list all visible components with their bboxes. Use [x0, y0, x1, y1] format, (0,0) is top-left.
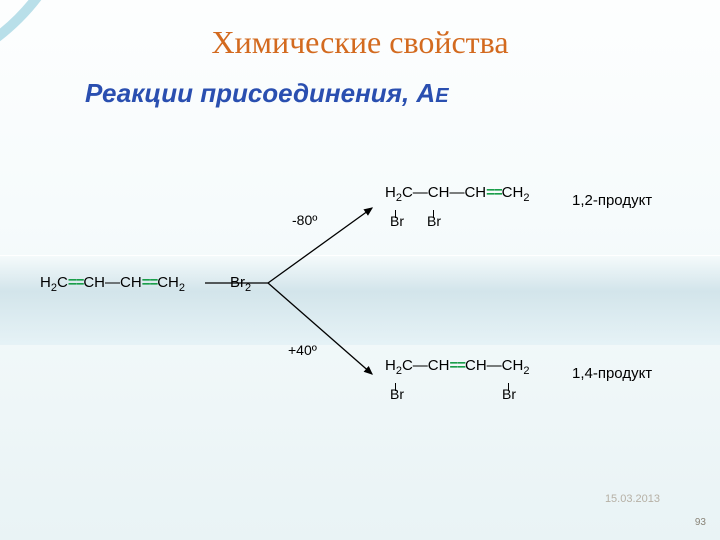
subtitle-prefix: Реакции присоединения, А	[85, 78, 435, 108]
subtitle: Реакции присоединения, АE	[85, 78, 449, 109]
date-label: 15.03.2013	[605, 493, 660, 505]
reaction-arrows	[40, 140, 680, 440]
reaction-diagram: H2C==CH—CH==CH2 Br2 -80º +40º H2C—CH—CH=…	[40, 140, 680, 440]
title-text: Химические свойства	[211, 24, 508, 60]
subtitle-suffix: E	[435, 85, 448, 107]
page-number: 93	[695, 517, 706, 528]
page-title: Химические свойства	[0, 24, 720, 61]
